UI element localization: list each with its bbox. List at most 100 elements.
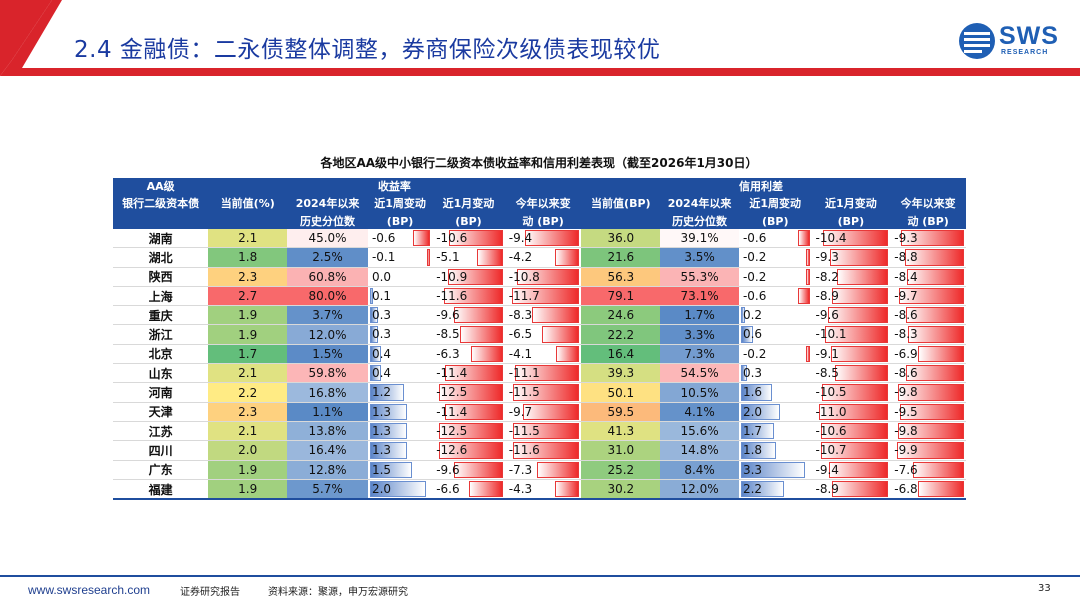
spread-current: 50.1 xyxy=(581,382,661,403)
yield-month-change: -12.6 xyxy=(432,440,505,461)
yield-percentile: 45.0% xyxy=(287,229,368,249)
yield-month-change: -11.4 xyxy=(432,402,505,422)
yield-week-change-value: -0.6 xyxy=(371,231,396,245)
spread-week-change-value: 3.3 xyxy=(742,462,763,477)
yield-current: 2.3 xyxy=(208,267,288,287)
yield-week-change: 0.1 xyxy=(367,286,433,307)
data-bar xyxy=(476,249,503,266)
spread-ytd-change-value: -8.3 xyxy=(894,327,918,342)
yield-percentile-value: 13.8% xyxy=(308,424,347,439)
header-yield-wk-l2: (BP) xyxy=(367,213,433,229)
footer-website-link[interactable]: www.swsresearch.com xyxy=(28,583,151,597)
spread-week-change-value: 1.8 xyxy=(742,443,763,458)
yield-percentile-value: 45.0% xyxy=(308,231,347,246)
data-bar xyxy=(513,422,580,440)
yield-month-change-value: -8.5 xyxy=(436,327,460,342)
yield-current: 2.1 xyxy=(208,229,288,249)
yield-current-value: 1.7 xyxy=(238,346,258,361)
yield-month-change-value: -6.6 xyxy=(436,481,460,496)
data-bar xyxy=(454,307,503,324)
yield-ytd-change-value: -10.8 xyxy=(508,269,540,284)
yield-week-change: 1.3 xyxy=(367,440,433,461)
header-yield-pct: 2024年以来 xyxy=(287,194,368,213)
region-cell-value: 河南 xyxy=(148,386,173,401)
spread-percentile-value: 55.3% xyxy=(680,269,719,284)
data-bar xyxy=(512,442,580,459)
header-yield-mo: 近1月变动 xyxy=(432,194,505,213)
yield-current: 1.9 xyxy=(208,324,288,345)
yield-percentile-value: 1.5% xyxy=(312,346,343,361)
yield-month-change-value: -9.6 xyxy=(436,308,460,323)
yield-week-change: 1.5 xyxy=(367,460,433,480)
spread-ytd-change-value: -6.8 xyxy=(894,481,918,496)
spread-month-change-value: -9.3 xyxy=(815,250,839,265)
spread-percentile: 8.4% xyxy=(660,460,739,480)
spread-ytd-change-value: -8.4 xyxy=(894,269,918,284)
region-cell-value: 上海 xyxy=(148,289,173,304)
yield-ytd-change: -6.5 xyxy=(504,324,582,345)
yield-current: 1.8 xyxy=(208,247,288,268)
table-row: 浙江 1.9 12.0% 0.3 -8.5 -6.5 22.2 3.3% 0.6 -10.1 -8.… xyxy=(113,324,966,345)
spread-month-change: -10.1 xyxy=(811,324,891,345)
spread-percentile: 4.1% xyxy=(660,402,739,422)
data-bar xyxy=(443,287,503,305)
yield-ytd-change-value: -11.6 xyxy=(508,443,540,458)
data-bar xyxy=(906,365,964,382)
data-bar xyxy=(439,384,503,401)
spread-month-change-value: -10.4 xyxy=(815,231,847,245)
yield-week-change: 0.3 xyxy=(367,324,433,345)
yield-month-change-value: -11.4 xyxy=(436,404,468,419)
header-spread-wk-l2: (BP) xyxy=(738,213,812,229)
logo-subtext: RESEARCH xyxy=(1001,49,1049,56)
spread-current: 59.5 xyxy=(581,402,661,422)
data-bar xyxy=(832,287,889,305)
spread-week-change: -0.2 xyxy=(738,247,812,268)
data-bar xyxy=(369,307,379,324)
yield-current-value: 1.9 xyxy=(238,462,258,477)
spread-week-change: 0.3 xyxy=(738,363,812,384)
yield-week-change: 1.3 xyxy=(367,402,433,422)
spread-current-value: 22.2 xyxy=(607,327,635,342)
spread-week-change: 1.7 xyxy=(738,421,812,442)
data-bar xyxy=(413,230,431,247)
data-bar xyxy=(912,461,964,478)
data-bar xyxy=(908,326,964,343)
yield-ytd-change: -4.2 xyxy=(504,247,582,268)
table-row: 陕西 2.3 60.8% 0.0 -10.9 -10.8 56.3 55.3% -0.2 -8.2… xyxy=(113,267,966,287)
yield-current-value: 1.9 xyxy=(238,482,258,496)
spread-week-change-value: -0.2 xyxy=(742,269,767,284)
data-bar xyxy=(906,307,964,324)
yield-week-change: -0.1 xyxy=(367,247,433,268)
spread-month-change-value: -8.5 xyxy=(815,366,839,381)
data-bar xyxy=(537,461,580,478)
data-bar xyxy=(454,461,503,478)
spread-month-change: -9.1 xyxy=(811,344,891,365)
yield-current-value: 1.8 xyxy=(238,250,258,265)
header-yield-wk: 近1周变动 xyxy=(367,194,433,213)
yield-current-value: 1.9 xyxy=(238,327,258,342)
yield-week-change-value: 0.4 xyxy=(371,346,392,361)
yield-month-change: -6.3 xyxy=(432,344,505,365)
yield-month-change: -10.6 xyxy=(432,229,505,249)
spread-current-value: 36.0 xyxy=(607,231,635,246)
yield-week-change-value: 1.2 xyxy=(371,385,392,400)
header-yield-ytd: 今年以来变 xyxy=(504,194,582,213)
spread-month-change-value: -9.4 xyxy=(815,462,839,477)
region-cell: 陕西 xyxy=(113,267,209,287)
yield-ytd-change: -11.6 xyxy=(504,440,582,461)
spread-month-change-value: -10.5 xyxy=(815,385,847,400)
data-bar xyxy=(740,422,774,440)
data-bar xyxy=(830,345,889,363)
data-bar xyxy=(918,480,964,498)
spread-percentile-value: 10.5% xyxy=(680,385,719,400)
spread-percentile: 12.0% xyxy=(660,479,739,501)
yield-week-change: 0.4 xyxy=(367,363,433,384)
spread-percentile-value: 14.8% xyxy=(680,443,719,458)
yield-current-value: 1.9 xyxy=(238,308,258,323)
data-bar xyxy=(827,307,889,324)
region-cell: 四川 xyxy=(113,440,209,461)
data-bar xyxy=(439,422,503,440)
yield-percentile: 80.0% xyxy=(287,286,368,307)
data-bar xyxy=(834,365,889,382)
data-bar xyxy=(907,268,964,285)
